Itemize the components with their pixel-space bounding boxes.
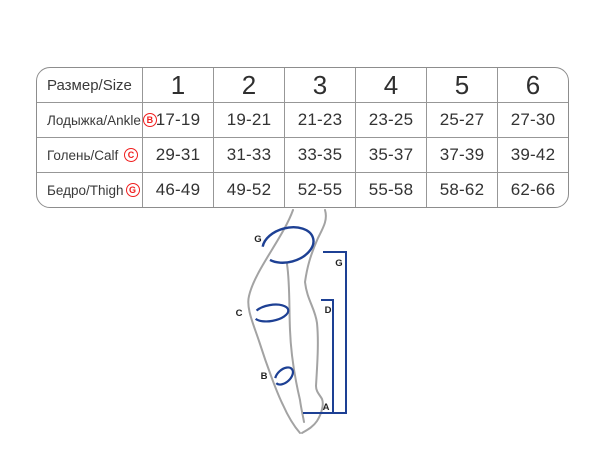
- marker-badge-c: C: [124, 148, 138, 162]
- row-label: Голень/Calf: [47, 147, 119, 163]
- table-cell: 35-37: [355, 137, 426, 172]
- table-header-cell: Размер/Size: [37, 68, 142, 102]
- column-header-size-6: 6: [497, 68, 568, 102]
- table-cell: 33-35: [284, 137, 355, 172]
- cell-value: 37-39: [439, 145, 485, 164]
- table-cell: 55-58: [355, 172, 426, 207]
- length-brackets: [303, 251, 347, 414]
- cell-value: 62-66: [510, 180, 556, 199]
- ankle-girth-label: B: [261, 371, 268, 382]
- cell-value: 58-62: [439, 180, 485, 199]
- cell-value: 35-37: [368, 145, 414, 164]
- size-number: 2: [241, 69, 257, 100]
- table-cell: 19-21: [213, 102, 284, 137]
- cell-value: 49-52: [226, 180, 272, 199]
- table-cell: 58-62: [426, 172, 497, 207]
- bracket-label-d: D: [325, 305, 332, 316]
- size-number: 6: [525, 69, 541, 100]
- leg-outline: [247, 209, 327, 434]
- leg-inner-line: [286, 263, 305, 423]
- column-header-size-2: 2: [213, 68, 284, 102]
- leg-measurement-diagram: G C B G D A: [236, 209, 347, 434]
- cell-value: 39-42: [510, 145, 556, 164]
- cell-value: 17-19: [155, 110, 201, 129]
- cell-value: 25-27: [439, 110, 485, 129]
- cell-value: 33-35: [297, 145, 343, 164]
- table-cell: 52-55: [284, 172, 355, 207]
- size-number: 3: [312, 69, 328, 100]
- column-header-size-1: 1: [142, 68, 213, 102]
- table-cell: 27-30: [497, 102, 568, 137]
- cell-value: 52-55: [297, 180, 343, 199]
- table-cell: 23-25: [355, 102, 426, 137]
- row-label: Лодыжка/Ankle: [47, 112, 141, 128]
- row-header-ankle: Лодыжка/Ankle B: [37, 102, 157, 137]
- leg-front-line: [247, 209, 301, 434]
- marker-badge-g: G: [125, 183, 140, 197]
- column-header-size-4: 4: [355, 68, 426, 102]
- bracket-label-g: G: [335, 258, 342, 269]
- table-cell: 46-49: [142, 172, 213, 207]
- full-length-bracket: [303, 251, 347, 414]
- table-cell: 17-19: [142, 102, 213, 137]
- row-header-thigh: Бедро/Thigh G: [37, 172, 142, 207]
- cell-value: 19-21: [226, 110, 272, 129]
- row-header-calf: Голень/Calf C: [37, 137, 142, 172]
- cell-value: 55-58: [368, 180, 414, 199]
- table-cell: 25-27: [426, 102, 497, 137]
- cell-value: 23-25: [368, 110, 414, 129]
- diagram-labels: G C B G D A: [236, 234, 343, 413]
- bracket-label-a: A: [323, 402, 330, 413]
- size-header-label: Размер/Size: [47, 76, 132, 94]
- cell-value: 29-31: [155, 145, 201, 164]
- table-cell: 21-23: [284, 102, 355, 137]
- cell-value: 31-33: [226, 145, 272, 164]
- table-cell: 62-66: [497, 172, 568, 207]
- row-label: Бедро/Thigh: [47, 182, 124, 198]
- calf-girth-ellipse: [252, 303, 290, 323]
- calf-girth-label: C: [236, 308, 243, 319]
- cell-value: 21-23: [297, 110, 343, 129]
- marker-badge-b: B: [142, 113, 157, 127]
- thigh-girth-label: G: [254, 234, 261, 245]
- table-cell: 29-31: [142, 137, 213, 172]
- size-number: 4: [383, 69, 399, 100]
- column-header-size-5: 5: [426, 68, 497, 102]
- table-cell: 37-39: [426, 137, 497, 172]
- thigh-girth-ellipse: [261, 226, 315, 264]
- size-number: 1: [170, 69, 186, 100]
- ankle-girth-ellipse: [273, 366, 295, 386]
- leg-back-line: [301, 209, 327, 434]
- column-header-size-3: 3: [284, 68, 355, 102]
- cell-value: 46-49: [155, 180, 201, 199]
- table-cell: 39-42: [497, 137, 568, 172]
- table-cell: 31-33: [213, 137, 284, 172]
- girth-ellipses: [252, 226, 315, 386]
- size-table: Размер/Size 1 2 3 4 5 6 Лодыжка/Ankle B …: [36, 67, 569, 208]
- cell-value: 27-30: [510, 110, 556, 129]
- size-number: 5: [454, 69, 470, 100]
- knee-length-bracket: [321, 299, 334, 413]
- table-cell: 49-52: [213, 172, 284, 207]
